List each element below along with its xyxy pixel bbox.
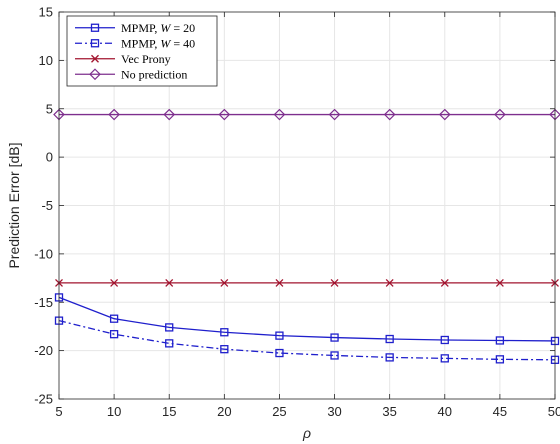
x-tick-label: 20 [217, 404, 231, 419]
data-point-marker [330, 333, 339, 342]
legend-swatch-marker [91, 54, 99, 63]
x-marker-stroke [165, 278, 174, 287]
x-marker-stroke [275, 278, 284, 287]
data-point-marker [385, 334, 394, 344]
x-tick-label: 15 [162, 404, 176, 419]
data-point-marker [273, 108, 286, 121]
data-point-marker [495, 355, 505, 364]
data-point-marker [440, 278, 449, 287]
x-tick-label: 30 [327, 404, 341, 419]
data-point-marker [383, 108, 396, 121]
legend-swatch-marker [90, 23, 100, 32]
data-point-marker [220, 328, 229, 337]
data-point-marker [385, 278, 394, 287]
data-point-marker [109, 330, 119, 339]
y-tick-label: 5 [46, 101, 53, 116]
data-point-marker [275, 348, 284, 358]
data-point-marker [108, 108, 120, 121]
data-point-marker [440, 354, 449, 363]
x-tick-label: 45 [493, 404, 507, 419]
x-tick-label: 40 [438, 404, 452, 419]
data-point-marker [440, 335, 449, 345]
y-tick-label: 15 [39, 5, 53, 20]
x-marker-stroke [385, 278, 394, 287]
legend-entry-label: MPMP, W = 40 [121, 36, 195, 50]
x-marker-stroke [110, 278, 119, 287]
data-point-marker [218, 108, 231, 121]
data-point-marker [328, 108, 341, 121]
x-marker-stroke [220, 278, 229, 287]
data-point-marker [165, 323, 174, 332]
y-tick-label: -20 [34, 343, 53, 358]
series-4 [53, 108, 560, 121]
data-point-marker [385, 353, 394, 362]
y-tick-label: -25 [34, 392, 53, 407]
x-tick-label: 5 [55, 404, 62, 419]
y-tick-label: -15 [34, 295, 53, 310]
series-line [58, 296, 556, 342]
data-point-marker [220, 278, 229, 287]
data-point-marker [495, 336, 505, 345]
data-point-marker [220, 345, 229, 354]
legend-entry-label: No prediction [121, 67, 187, 81]
x-tick-label: 35 [382, 404, 396, 419]
data-point-marker [275, 278, 284, 287]
data-point-marker [495, 278, 504, 287]
legend-swatch-marker [89, 68, 101, 81]
legend-entry-label: MPMP, W = 20 [121, 21, 195, 35]
legend-entry-label: Vec Prony [121, 52, 171, 66]
y-axis-title: Prediction Error [dB] [6, 142, 22, 268]
x-marker-stroke [330, 278, 339, 287]
data-point-marker [330, 278, 339, 287]
data-point-marker [494, 108, 506, 121]
data-point-marker [438, 108, 451, 121]
y-tick-label: 10 [39, 53, 53, 68]
data-point-marker [110, 278, 119, 287]
legend-swatch-marker [90, 39, 100, 48]
x-marker-stroke [91, 54, 99, 63]
data-point-marker [109, 314, 119, 323]
y-tick-label: -5 [41, 198, 53, 213]
y-tick-label: -10 [34, 246, 53, 261]
series-1 [54, 293, 560, 346]
x-axis-title: ρ [302, 425, 311, 441]
y-tick-label: 0 [46, 150, 53, 165]
x-tick-label: 50 [548, 404, 560, 419]
data-point-marker [165, 278, 174, 287]
series-line [58, 320, 556, 361]
x-marker-stroke [495, 278, 504, 287]
data-point-marker [330, 351, 339, 360]
data-point-marker [165, 339, 174, 348]
series-3 [55, 278, 559, 287]
data-point-marker [163, 108, 176, 121]
series-layer [53, 108, 560, 364]
x-tick-label: 25 [272, 404, 286, 419]
x-marker-stroke [440, 278, 449, 287]
data-point-marker [275, 331, 284, 340]
x-tick-label: 10 [107, 404, 121, 419]
